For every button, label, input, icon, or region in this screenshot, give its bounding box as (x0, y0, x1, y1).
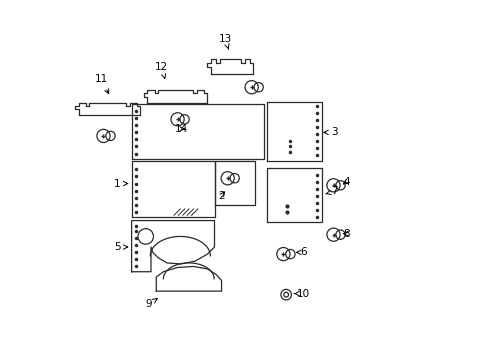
Text: 14: 14 (174, 124, 187, 134)
Text: 1: 1 (114, 179, 127, 189)
Text: 8: 8 (343, 229, 349, 239)
Text: 5: 5 (114, 242, 127, 252)
Text: 13: 13 (218, 34, 231, 49)
Text: 4: 4 (343, 177, 349, 187)
Text: 3: 3 (323, 127, 337, 138)
Text: 11: 11 (95, 75, 108, 94)
Text: 2: 2 (218, 191, 224, 201)
Text: 12: 12 (155, 62, 168, 78)
Text: 10: 10 (294, 289, 310, 298)
Text: 9: 9 (145, 299, 157, 309)
Text: 6: 6 (296, 247, 306, 257)
Text: 7: 7 (325, 186, 337, 196)
